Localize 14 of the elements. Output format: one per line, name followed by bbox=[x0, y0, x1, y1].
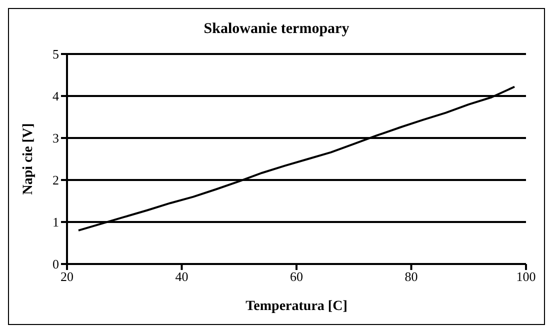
y-axis-title: Napi cie [V] bbox=[20, 123, 36, 195]
x-tick-label: 100 bbox=[516, 269, 536, 284]
y-tick-label: 4 bbox=[52, 88, 60, 104]
y-tick-label: 2 bbox=[52, 172, 59, 188]
x-tick-label: 20 bbox=[60, 269, 74, 284]
y-tick-label: 5 bbox=[52, 46, 59, 62]
y-tick-label: 0 bbox=[52, 256, 59, 272]
x-tick-label: 60 bbox=[290, 269, 303, 284]
x-tick-label: 40 bbox=[175, 269, 188, 284]
y-tick-label: 1 bbox=[52, 214, 59, 230]
y-tick-label: 3 bbox=[52, 130, 59, 146]
x-axis-title: Temperatura [C] bbox=[246, 299, 348, 314]
x-tick-label: 80 bbox=[404, 269, 418, 284]
chart-title: Skalowanie termopary bbox=[202, 21, 350, 38]
